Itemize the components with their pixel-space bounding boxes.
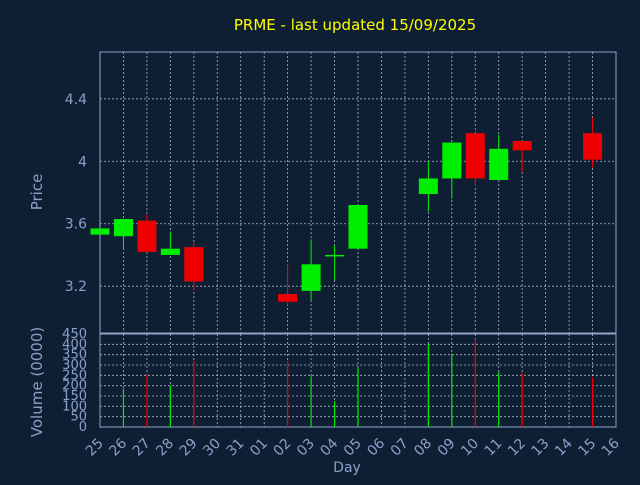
x-tick-label: 16 [599,435,623,459]
candle-body [465,133,485,179]
candle-body [137,220,157,252]
volume-tick-label: 50 [70,410,87,425]
x-tick-label: 28 [153,436,177,460]
volume-tick-label: 350 [62,348,87,363]
volume-tick-label: 200 [62,379,87,394]
candle-body [512,140,532,151]
candle-body [489,148,509,181]
price-tick-label: 3.6 [65,217,87,233]
price-axis-label: Price [28,174,46,211]
x-tick-label: 25 [83,436,107,460]
x-tick-label: 26 [106,435,130,459]
candle-body [160,248,180,255]
candle-body [90,228,110,235]
x-tick-label: 02 [271,436,295,460]
x-tick-label: 10 [458,436,482,460]
volume-tick-label: 450 [62,327,87,342]
candle-body [113,219,133,237]
x-tick-label: 05 [341,436,365,460]
candle-body [418,178,438,195]
x-tick-label: 31 [224,436,248,460]
x-tick-label: 08 [411,436,435,460]
candle-body [325,254,345,257]
x-tick-label: 14 [552,435,576,459]
volume-tick-label: 300 [62,358,87,373]
x-tick-label: 03 [294,436,318,460]
candle-body [442,142,462,179]
x-tick-label: 09 [435,436,459,460]
volume-tick-label: 250 [62,368,87,383]
price-tick-label: 4 [78,154,87,170]
volume-tick-label: 100 [62,399,87,414]
candle-body [278,293,298,302]
volume-tick-label: 0 [79,420,87,435]
x-tick-labels: 25 26 27 28 29 30 31 01 02 03 04 05 06 07 08 09 10 11 12 13… [83,435,623,459]
x-tick-label: 01 [247,436,271,460]
x-tick-label: 27 [130,436,154,460]
chart-title: PRME - last updated 15/09/2025 [234,16,476,34]
candle-body [184,247,204,282]
volume-tick-label: 150 [62,389,87,404]
candle-body [348,204,368,249]
x-tick-label: 07 [388,436,412,460]
x-tick-label: 06 [364,435,388,459]
x-axis-label: Day [333,460,361,476]
x-tick-label: 04 [317,435,341,459]
x-tick-label: 30 [200,436,224,460]
price-tick-label: 3.2 [65,279,87,295]
candle-body [583,133,603,160]
x-tick-label: 12 [505,436,529,460]
volume-tick-label: 400 [62,337,87,352]
x-tick-label: 11 [482,436,506,460]
x-tick-label: 15 [575,436,599,460]
volume-axis-label: Volume (0000) [28,327,46,437]
price-tick-label: 4.4 [65,92,87,108]
x-tick-label: 29 [177,436,201,460]
x-tick-label: 13 [529,436,553,460]
candle-body [301,264,321,291]
price-panel: 3.2 3.6 4 4.4 [65,51,617,334]
